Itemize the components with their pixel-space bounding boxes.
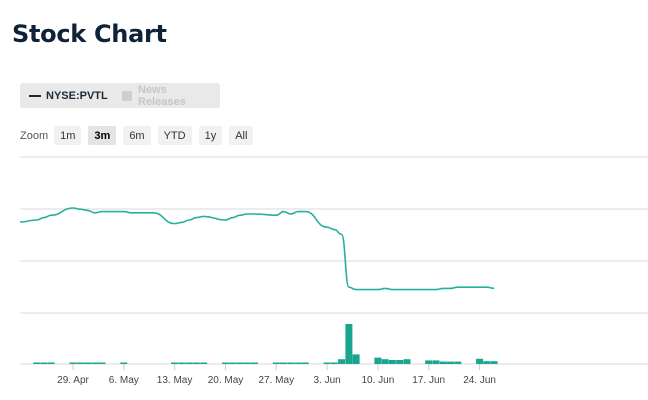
volume-bar bbox=[403, 359, 411, 364]
legend-news-label: News Releases bbox=[138, 83, 186, 108]
volume-bar bbox=[76, 362, 84, 364]
volume-bar bbox=[84, 362, 91, 364]
volume-bar bbox=[338, 359, 346, 364]
x-tick-label: 10. Jun bbox=[361, 375, 394, 386]
zoom-button-ytd[interactable]: YTD bbox=[157, 126, 192, 145]
volume-bar bbox=[374, 357, 382, 364]
volume-bar bbox=[40, 362, 48, 364]
volume-bar bbox=[120, 362, 128, 364]
volume-bar bbox=[243, 362, 251, 364]
volume-bar bbox=[483, 361, 491, 364]
volume-bar bbox=[388, 360, 396, 364]
volume-bar bbox=[439, 361, 447, 364]
volume-bar bbox=[476, 358, 484, 364]
price-line-layer bbox=[19, 207, 495, 291]
volume-bar bbox=[229, 362, 237, 364]
chart-legend: NYSE:PVTL News Releases bbox=[20, 83, 220, 108]
zoom-button-6m[interactable]: 6m bbox=[123, 126, 151, 145]
zoom-bar: Zoom 1m 3m 6m YTD 1y All bbox=[20, 126, 260, 145]
volume-bar bbox=[490, 361, 498, 364]
legend-item-news[interactable]: News Releases bbox=[121, 83, 206, 108]
volume-bar bbox=[47, 362, 55, 364]
zoom-button-all[interactable]: All bbox=[229, 126, 254, 145]
volume-bar bbox=[301, 362, 309, 364]
x-tick-label: 6. May bbox=[109, 375, 139, 386]
series-line-icon bbox=[29, 94, 41, 97]
zoom-button-3m[interactable]: 3m bbox=[88, 126, 117, 145]
volume-bar bbox=[98, 362, 106, 364]
volume-bar bbox=[236, 362, 244, 364]
volume-bar bbox=[432, 360, 440, 364]
volume-bar bbox=[381, 359, 389, 364]
volume-bar bbox=[200, 362, 208, 364]
volume-bar bbox=[69, 362, 77, 364]
x-tick-label: 29. Apr bbox=[57, 375, 89, 386]
volume-bar bbox=[222, 362, 229, 364]
volume-bar bbox=[178, 362, 186, 364]
volume-bar bbox=[323, 362, 331, 364]
volume-bar bbox=[287, 362, 295, 364]
page-title: Stock Chart bbox=[12, 20, 167, 48]
volume-bar bbox=[91, 362, 99, 364]
x-tick-label: 20. May bbox=[208, 375, 244, 386]
volume-bar bbox=[272, 362, 280, 364]
volume-bar bbox=[192, 362, 200, 364]
x-axis: 29. Apr 6. May 13. May 20. May 27. May 3. Jun… bbox=[57, 364, 496, 386]
price-series-line bbox=[19, 207, 495, 291]
volume-bar bbox=[352, 354, 360, 364]
legend-item-series[interactable]: NYSE:PVTL bbox=[29, 90, 108, 102]
zoom-button-1y[interactable]: 1y bbox=[198, 126, 223, 145]
volume-bar bbox=[330, 362, 338, 364]
volume-bars bbox=[33, 324, 498, 364]
legend-series-label: NYSE:PVTL bbox=[46, 89, 108, 102]
x-tick-label: 13. May bbox=[157, 375, 193, 386]
volume-bar bbox=[396, 360, 404, 364]
chart-grid bbox=[20, 156, 648, 365]
x-tick-label: 3. Jun bbox=[313, 375, 340, 386]
volume-bar bbox=[294, 362, 302, 364]
volume-bar bbox=[33, 362, 41, 364]
volume-bar bbox=[185, 362, 193, 364]
volume-bar bbox=[171, 362, 179, 364]
news-box-icon bbox=[121, 90, 132, 101]
volume-bar bbox=[454, 361, 462, 364]
volume-bar bbox=[280, 362, 287, 364]
x-tick-label: 24. Jun bbox=[463, 375, 496, 386]
volume-bar bbox=[425, 360, 433, 364]
zoom-label: Zoom bbox=[20, 129, 49, 142]
zoom-button-1m[interactable]: 1m bbox=[54, 126, 82, 145]
volume-bar bbox=[345, 324, 353, 364]
x-tick-label: 27. May bbox=[259, 375, 295, 386]
x-tick-label: 17. Jun bbox=[412, 375, 445, 386]
volume-bar bbox=[251, 362, 258, 364]
volume-bar bbox=[447, 361, 454, 364]
